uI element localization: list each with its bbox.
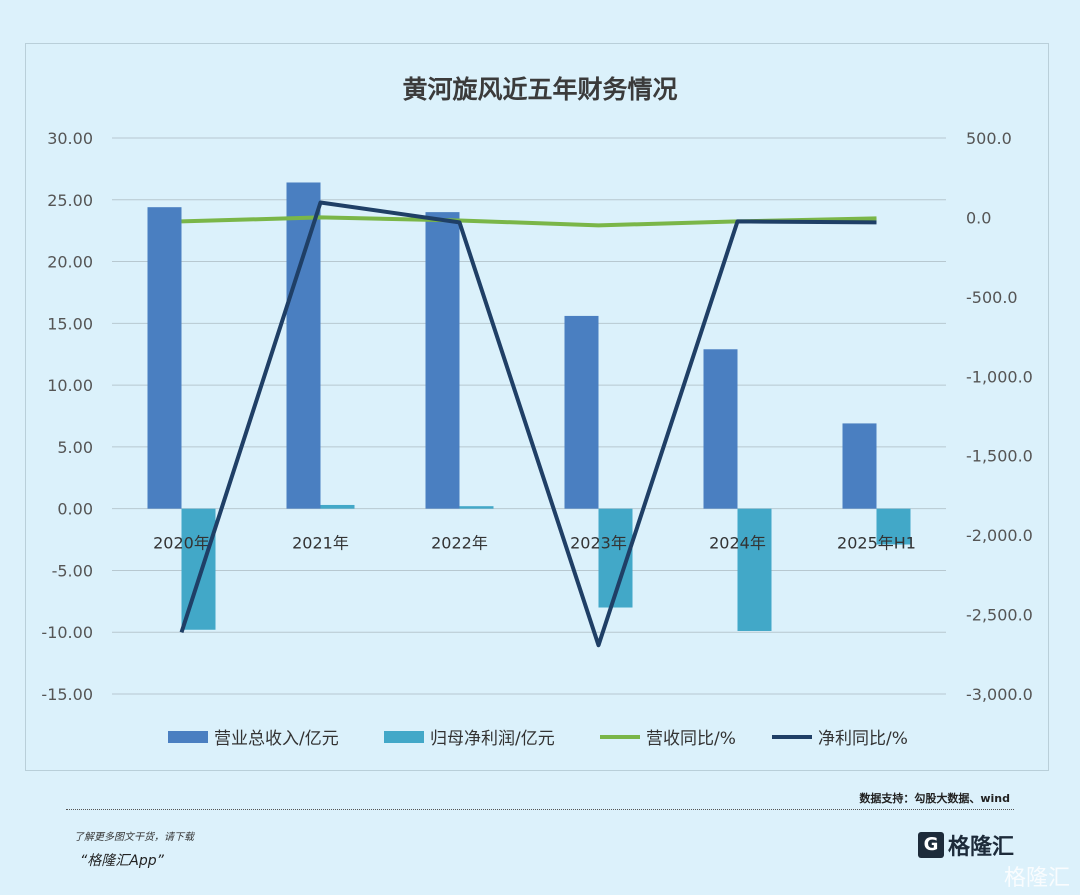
data-source: 数据支持：勾股大数据、wind [859, 792, 1010, 805]
y2-tick-label: -2,500.0 [966, 606, 1033, 625]
divider [66, 809, 1014, 810]
net-profit-yoy-line [179, 200, 877, 648]
y-tick-label: 0.00 [57, 500, 93, 519]
revenue-bar [564, 315, 599, 509]
download-hint: 了解更多图文干货，请下载 [74, 832, 194, 843]
y2-tick-label: -3,000.0 [966, 685, 1033, 704]
x-tick-label: 2020年 [153, 534, 210, 553]
x-tick-label: 2024年 [709, 534, 766, 553]
legend-label: 归母净利润/亿元 [430, 729, 555, 749]
y2-tick-label: -2,000.0 [966, 526, 1033, 545]
y-tick-label: -10.00 [41, 623, 93, 642]
y-tick-label: 20.00 [47, 253, 93, 272]
y2-tick-label: -1,000.0 [966, 367, 1033, 386]
profit-bar [320, 504, 355, 509]
profit-bar [459, 506, 494, 509]
chart-panel [25, 43, 1049, 771]
revenue-bar [703, 349, 738, 509]
legend-swatch [384, 731, 424, 743]
revenue-bar [842, 423, 877, 509]
x-tick-label: 2022年 [431, 534, 488, 553]
y2-tick-label: -1,500.0 [966, 447, 1033, 466]
chart: 30.00 25.00 20.00 15.00 10.00 5.00 0.00 -5.00 -1… [41, 129, 1033, 749]
app-name: “格隆汇App” [80, 853, 164, 869]
profit-bar [876, 508, 911, 545]
y2-tick-label: 500.0 [966, 129, 1012, 148]
y-tick-label: 5.00 [57, 438, 93, 457]
profit-bar [737, 508, 772, 631]
legend-label: 营业总收入/亿元 [214, 729, 339, 749]
revenue-bar [286, 182, 321, 509]
y-tick-label: -15.00 [41, 685, 93, 704]
revenue-bar [425, 212, 460, 509]
legend-label: 营收同比/% [646, 729, 736, 749]
y-tick-label: 10.00 [47, 376, 93, 395]
y-tick-label: 30.00 [47, 129, 93, 148]
y-tick-label: -5.00 [52, 561, 93, 580]
watermark: 格隆汇 [1003, 866, 1070, 891]
y-tick-label: 25.00 [47, 191, 93, 210]
y2-tick-label: 0.0 [966, 208, 991, 227]
brand-logo: G 格隆汇 [917, 829, 1014, 861]
logo-icon: G [917, 832, 944, 858]
y2-tick-label: -500.0 [966, 288, 1018, 307]
chart-title: 黄河旋风近五年财务情况 [402, 75, 678, 104]
x-tick-label: 2023年 [570, 534, 627, 553]
x-tick-label: 2025年H1 [837, 534, 916, 553]
legend-label: 净利同比/% [818, 729, 908, 749]
x-tick-label: 2021年 [292, 534, 349, 553]
revenue-bar [147, 207, 182, 509]
y-tick-label: 15.00 [47, 314, 93, 333]
legend-swatch [168, 731, 208, 743]
